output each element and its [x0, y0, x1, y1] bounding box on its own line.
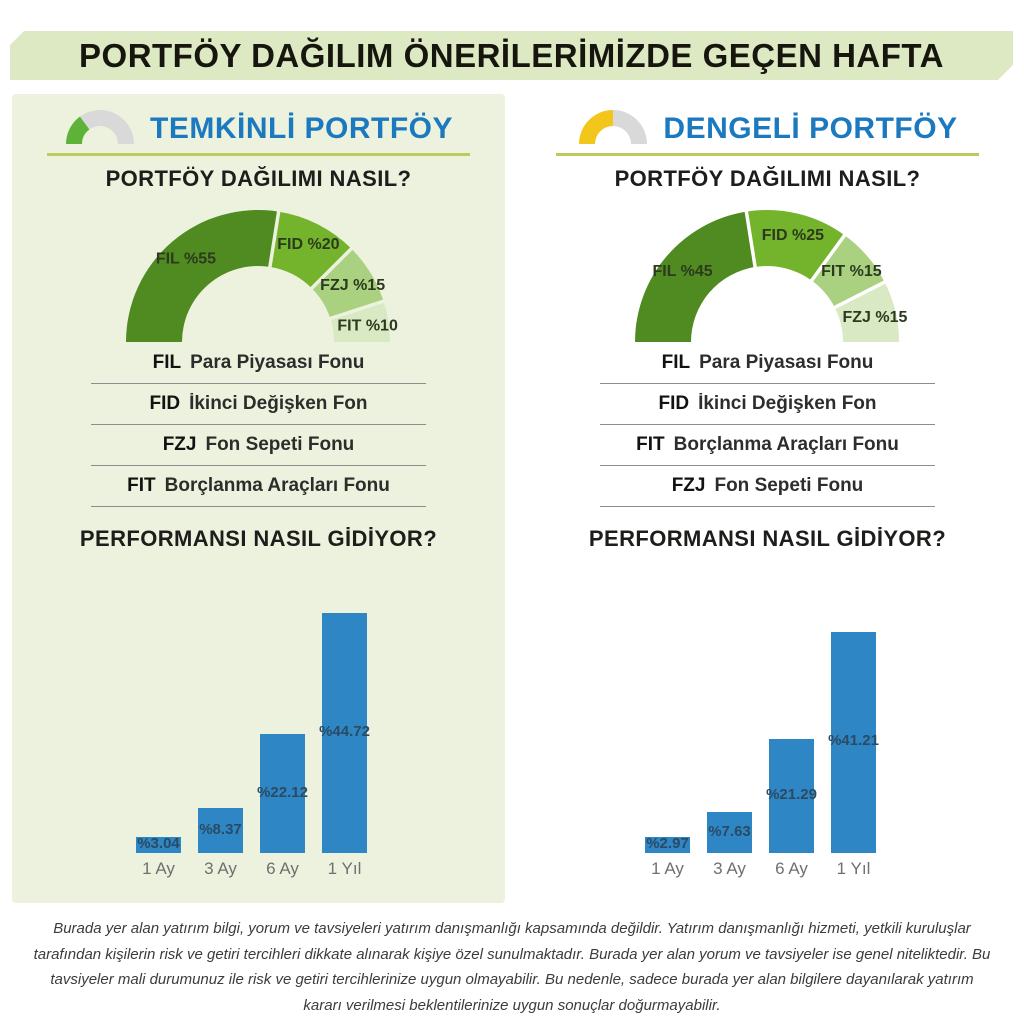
legend-row: FID İkinci Değişken Fon [600, 384, 935, 425]
segment-gap-line [808, 232, 848, 284]
donut-segment-fil [126, 210, 279, 342]
bar-value-label: %41.21 [828, 732, 879, 750]
donut-segment-fzj [834, 282, 899, 342]
donut-segment-fil [635, 211, 756, 342]
bar-3-ay [707, 812, 752, 853]
bar-category-label: 1 Ay [142, 859, 175, 878]
bar-value-label: %21.29 [766, 785, 817, 803]
donut-segment-label: FZJ %15 [842, 309, 907, 326]
bar-value-label: %22.12 [257, 783, 308, 801]
column-title-dengeli: DENGELİ PORTFÖY [663, 112, 958, 145]
legend-row: FZJ Fon Sepeti Fonu [600, 466, 935, 507]
bar-category-label: 6 Ay [775, 859, 808, 878]
donut-segment-label: FIL %55 [156, 251, 216, 268]
donut-segment-label: FID %20 [277, 236, 339, 253]
fund-code: FID [658, 393, 690, 414]
donut-segment-label: FID %25 [762, 227, 824, 244]
fund-legend-temkinli: FIL Para Piyasası Fonu FID İkinci Değişk… [91, 343, 426, 507]
fund-code: FZJ [162, 434, 197, 455]
title-accent-line [46, 153, 471, 156]
segment-gap-line [831, 279, 888, 311]
legend-row: FZJ Fon Sepeti Fonu [91, 425, 426, 466]
page-title: PORTFÖY DAĞILIM ÖNERİLERİMİZDE GEÇEN HAF… [79, 36, 944, 74]
bar-value-label: %7.63 [708, 822, 751, 840]
allocation-heading: PORTFÖY DAĞILIMI NASIL? [105, 166, 412, 191]
column-title-row: DENGELİ PORTFÖY [521, 106, 1014, 146]
fund-code: FID [149, 393, 181, 414]
panel-temkinli-portfoy: TEMKİNLİ PORTFÖY PORTFÖY DAĞILIMI NASIL?… [12, 94, 505, 903]
fund-code: FIL [152, 352, 182, 373]
donut-segment-label: FZJ %15 [320, 277, 385, 294]
bar-6-ay [769, 738, 814, 853]
donut-segment-fid [746, 210, 845, 281]
donut-segment-fit [330, 301, 390, 342]
risk-gauge-low-icon [64, 106, 136, 146]
legend-row: FIT Borçlanma Araçları Fonu [91, 466, 426, 507]
legend-row: FIT Borçlanma Araçları Fonu [600, 425, 935, 466]
segment-gap-line [744, 209, 758, 271]
gauge-arc [613, 110, 648, 144]
fund-name: Para Piyasası Fonu [699, 352, 874, 373]
bar-value-label: %2.97 [646, 835, 689, 853]
bar-3-ay [198, 808, 243, 853]
performance-bar-chart-temkinli: %3.04 1 Ay %8.37 3 Ay %22.12 6 Ay %44.72 1 Yıl [12, 603, 505, 879]
performance-heading: PERFORMANSI NASIL GİDİYOR? [79, 526, 438, 551]
fund-name: İkinci Değişken Fon [189, 393, 368, 414]
allocation-half-donut-chart-temkinli: FIL %55 FID %20 FZJ %15 FIT %10 [112, 194, 404, 346]
bar-category-label: 1 Yıl [836, 859, 871, 878]
fund-name: Borçlanma Araçları Fonu [673, 434, 899, 455]
donut-segment-fzj [311, 248, 384, 319]
fund-code: FIT [636, 434, 665, 455]
bar-1-ay [136, 836, 181, 853]
panel-dengeli-portfoy: DENGELİ PORTFÖY PORTFÖY DAĞILIMI NASIL? … [521, 94, 1014, 903]
performance-bar-chart-dengeli: %2.97 1 Ay %7.63 3 Ay %21.29 6 Ay %41.21 1 Yıl [521, 603, 1014, 879]
disclaimer-text: Burada yer alan yatırım bilgi, yorum ve … [33, 920, 991, 1014]
bar-category-label: 6 Ay [266, 859, 299, 878]
performance-heading: PERFORMANSI NASIL GİDİYOR? [588, 526, 947, 551]
bar-1-ay [645, 837, 690, 853]
legend-row: FIL Para Piyasası Fonu [600, 343, 935, 384]
donut-segment-fid [269, 211, 352, 289]
segment-gap-line [267, 209, 281, 271]
bar-value-label: %3.04 [137, 834, 180, 852]
allocation-heading: PORTFÖY DAĞILIMI NASIL? [614, 166, 921, 191]
legend-row: FIL Para Piyasası Fonu [91, 343, 426, 384]
gauge-arc [80, 110, 134, 144]
bar-1-yil [831, 631, 876, 853]
bar-category-label: 1 Ay [651, 859, 684, 878]
bar-1-yil [322, 612, 367, 853]
fund-name: İkinci Değişken Fon [698, 393, 877, 414]
fund-name: Fon Sepeti Fonu [205, 434, 355, 455]
allocation-half-donut-chart-dengeli: FIL %45 FID %25 FIT %15 FZJ %15 [621, 194, 913, 346]
title-accent-line [555, 153, 980, 156]
fund-name: Para Piyasası Fonu [190, 352, 365, 373]
gauge-arc [579, 110, 614, 144]
bar-value-label: %8.37 [199, 820, 242, 838]
bar-value-label: %44.72 [319, 722, 370, 740]
bar-category-label: 1 Yıl [327, 859, 362, 878]
fund-name: Fon Sepeti Fonu [714, 475, 864, 496]
risk-gauge-medium-icon [577, 106, 649, 146]
segment-gap-line [308, 246, 354, 292]
segment-gap-line [326, 298, 386, 322]
donut-segment-label: FIT %10 [337, 318, 398, 335]
gauge-arc [66, 116, 90, 144]
donut-segment-label: FIT %15 [821, 263, 882, 280]
header-band: PORTFÖY DAĞILIM ÖNERİLERİMİZDE GEÇEN HAF… [10, 31, 1013, 80]
column-title-row: TEMKİNLİ PORTFÖY [12, 106, 505, 146]
donut-segment-label: FIL %45 [653, 263, 713, 280]
column-title-temkinli: TEMKİNLİ PORTFÖY [150, 112, 453, 145]
fund-code: FIT [127, 475, 156, 496]
bar-6-ay [260, 734, 305, 853]
bar-category-label: 3 Ay [204, 859, 237, 878]
bar-category-label: 3 Ay [713, 859, 746, 878]
fund-name: Borçlanma Araçları Fonu [164, 475, 390, 496]
fund-legend-dengeli: FIL Para Piyasası Fonu FID İkinci Değişk… [600, 343, 935, 507]
fund-code: FIL [661, 352, 691, 373]
legend-row: FID İkinci Değişken Fon [91, 384, 426, 425]
fund-code: FZJ [671, 475, 706, 496]
